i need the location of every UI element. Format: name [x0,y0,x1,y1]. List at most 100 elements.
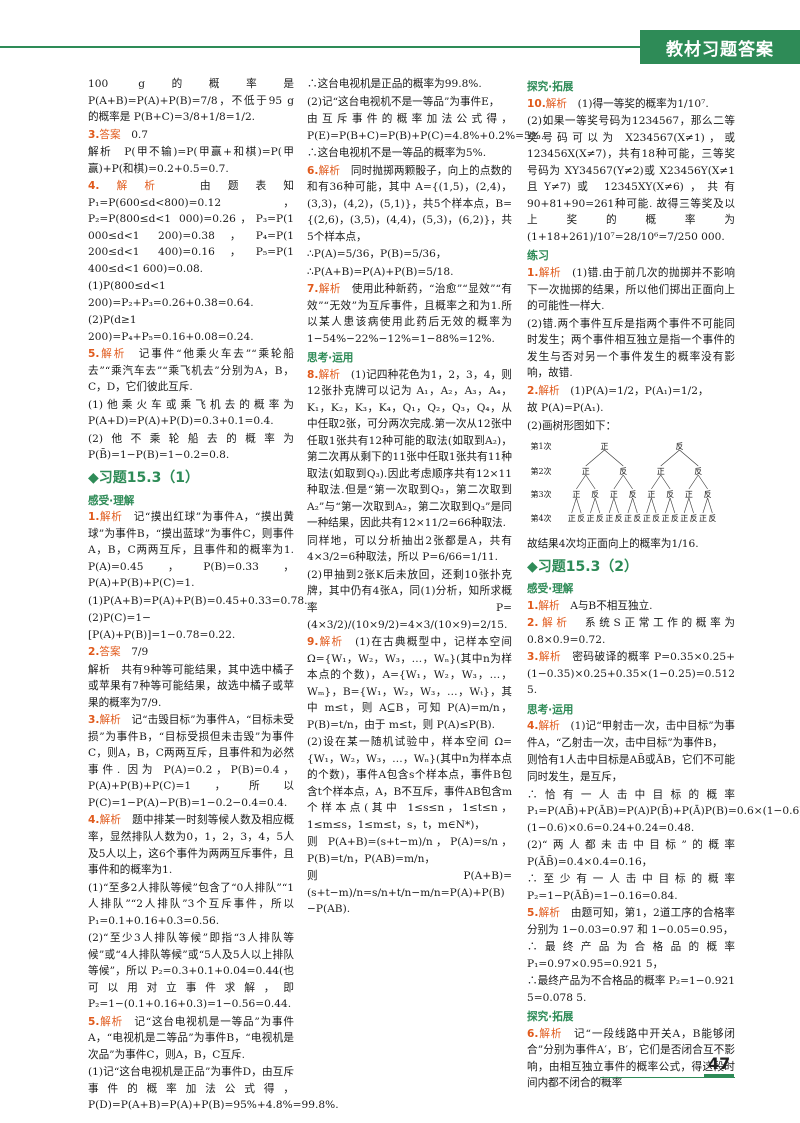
answer-paragraph: (2)甲抽到2张K后未放回，还剩10张扑克牌，其中仍有4张A，同(1)分析，知所… [307,568,512,631]
header-title: 教材习题答案 [640,30,800,64]
tree-level-label: 第1次 [530,441,551,451]
tree-node: 正 [624,514,632,523]
tree-node: 反 [619,466,627,476]
tree-node: 反 [704,489,712,499]
question-item: 4.解析 题中排某一时刻等候人数及相应概率，显然排队人数为0，1，2，3，4，5… [88,812,294,878]
tree-branch [665,498,671,514]
answer-paragraph: 则 P(A+B)=(s+t−m)/n，P(A)=s/n，P(B)=t/n，P(A… [307,836,512,865]
tree-node: 正 [661,514,669,523]
section-heading: 思考·运用 [527,703,574,716]
question-number: 5. [88,348,100,361]
tree-node: 反 [615,513,623,523]
tree-branch [651,498,657,514]
tree-node: 反 [596,513,604,523]
tree-branch [613,498,619,514]
answer-paragraph: ∴最终产品为合格品的概率 P₁=0.97×0.95=0.921 5， [527,941,735,970]
tree-branch [604,450,624,467]
question-text: (1)P(A)=1/2，P(A₁)=1/2， [570,384,709,397]
tree-node: 正 [568,514,576,523]
answer-paragraph: ∴至少有一人击中目标的概率 P₂=1−P(ĀB̄)=1−0.16=0.84. [527,873,735,902]
question-number: 2. [527,384,539,397]
answer-tag: 解析 [318,283,341,296]
question-item: 9.解析 (1)在古典概型中，记样本空间 Ω={W₁，W₂，W₃，…，Wₙ}(其… [307,634,512,733]
answer-paragraph: 解析 P(甲不输)=P(甲赢+和棋)=P(甲赢)+P(和棋)=0.2+0.5=0… [88,146,294,175]
column-left: 100 g的概率是 P(A+B)=P(A)+P(B)=7/8，不低于95 g的概… [88,76,339,1115]
tree-node: 正 [601,442,609,451]
tree-branch [576,498,582,514]
question-number: 4. [88,180,100,193]
tree-node: 反 [591,489,599,499]
answer-tag: 答案 [99,128,121,141]
tree-branch [585,475,596,490]
answer-paragraph: 同样地，可以分析抽出2张都是A，共有4×3/2=6种取法，所以 P=6/66=1… [307,534,512,564]
question-item: 2.解析 系统S正常工作的概率为 0.8×0.9=0.72. [527,615,735,648]
question-text: 同时抛掷两颗骰子，向上的点数的和有36种可能，其中 A={(1,5)，(2,4)… [307,164,513,243]
question-text: 题中排某一时刻等候人数及相应概率，显然排队人数为0，1，2，3，4，5人及5人以… [88,814,295,877]
tree-branch [688,498,694,514]
answer-paragraph: ∴P(A+B)=P(A)+P(B)=5/18. [307,265,454,278]
question-text: 密码破译的概率 P=0.35×0.25+(1−0.35)×0.25+0.35×(… [527,651,735,697]
answer-tag: 解析 [99,714,121,727]
answer-paragraph: (2)P(C)=1−[P(A)+P(B)]=1−0.78=0.22. [88,612,236,641]
tree-branch [679,450,699,467]
question-item: 10.解析 (1)得一等奖的概率为1/10⁷. [527,96,735,113]
tree-level-label: 第2次 [530,466,551,476]
tree-node: 反 [676,441,684,451]
answer-paragraph: 则恰有1人击中目标是AB̄或ĀB，它们不可能同时发生，是互斥， [527,754,735,783]
answer-paragraph: (1)“至多2人排队等候”包含了“0人排队”“1人排队”“2人排队”3个互斥事件… [88,881,294,927]
tree-branch [660,475,671,490]
question-text: 使用此种新药，“治愈”“显效”“有效”“无效”为互斥事件，且概率之和为1.所以某… [307,283,512,345]
question-item: 1.解析 (1)错.由于前几次的抛掷并不影响下一次抛掷的结果，所以他们掷出正面向… [527,265,735,315]
answer-tag: 解析 [318,164,341,177]
footer-rule [600,1077,735,1078]
tree-branch [576,475,586,490]
question-text: 由题表知 P₁=P(600≤d<800)=0.12，P₂=P(800≤d<1 0… [88,180,295,275]
tree-branch [683,498,690,514]
question-text: (1)得一等奖的概率为1/10⁷. [577,97,709,110]
question-number: 8. [307,368,319,381]
question-item: 6.解析 记“一段线路中开关A，B能够闭合”分别为事件A′，B′，它们是否闭合互… [527,1026,735,1092]
tree-branch [613,475,624,490]
answer-paragraph: (2)他不乘轮船去的概率为 P(B̄)=1−P(B)=1−0.2=0.8. [88,432,294,462]
tree-node: 正 [610,490,618,499]
question-text: (1)记四种花色为1，2，3，4，则12张扑克牌可以记为 A₁，A₂，A₃，A₄… [307,368,513,530]
tree-node: 反 [666,489,674,499]
answer-tag: 答案 [99,646,121,659]
question-item: 1.解析 A与B不相互独立. [527,598,735,615]
tree-branch [651,475,661,490]
column-middle: ∴这台电视机是正品的概率为99.8%. (2)记“这台电视机不是一等品”为事件E，… [307,76,544,919]
answer-paragraph: 100 g的概率是 P(A+B)=P(A)+P(B)=7/8，不低于95 g的概… [88,78,294,124]
answer-paragraph: (2)P(d≥1 200)=P₄+P₅=0.16+0.08=0.24. [88,314,254,343]
answer-tag: 解析 [538,267,562,280]
question-item: 3.答案 0.7 [88,127,294,144]
tree-node: 反 [708,513,716,523]
question-text: 记“一段线路中开关A，B能够闭合”分别为事件A′，B′，它们是否闭合互不影响，由… [527,1027,736,1090]
answer-paragraph: (2)“至少3人排队等候”即指“3人排队等候”或“4人排队等候”或“5人及5人以… [88,932,294,1011]
tree-node: 反 [633,513,641,523]
question-number: 4. [527,720,539,733]
exercise-heading: ◆习题15.3（2） [527,558,639,575]
question-item: 1.解析 记“摸出红球”为事件A，“摸出黄球”为事件B，“摸出蓝球”为事件C，则… [88,509,294,592]
question-number: 6. [307,164,319,177]
tree-branch [623,475,633,490]
answer-tag: 解析 [99,180,173,193]
answer-paragraph: 解析 共有9种等可能结果，其中选中橘子或苹果有7种等可能结果，故选中橘子或苹果的… [88,663,294,709]
tree-branch [608,498,615,514]
answer-paragraph: 故 P(A)=P(A₁). [527,402,604,415]
tree-branch [585,450,605,467]
answer-paragraph: (1)P(800≤d<1 200)=P₂+P₃=0.26+0.38=0.64. [88,280,254,309]
question-text: 记“摸出红球”为事件A，“摸出黄球”为事件B，“摸出蓝球”为事件C，则事件A，B… [88,511,295,590]
tree-branch [707,498,713,514]
tree-node: 反 [577,513,585,523]
section-heading: 探究·拓展 [527,1011,574,1024]
tree-node: 正 [643,514,651,523]
answer-tag: 解析 [538,651,562,664]
tree-diagram-svg: 第1次第2次第3次第4次正 反正反正反正反正反正反正反正反正反正反正反正反正反正反… [530,441,716,523]
answer-paragraph: (1)P(A+B)=P(A)+P(B)=0.45+0.33=0.78. [88,594,308,607]
answer-paragraph: ∴这台电视机不是一等品的概率为5%. [307,147,487,160]
answer-tag: 解析 [99,1015,123,1028]
question-number: 4. [88,814,100,827]
question-text: (1)记“甲射击一次，击中目标”为事件A，“乙射击一次，击中目标”为事件B， [527,720,736,749]
question-text: 记“击毁目标”为事件A，“目标未受损”为事件B，“目标受损但未击毁”为事件C，则… [88,714,295,809]
section-heading: 思考·运用 [307,352,354,365]
